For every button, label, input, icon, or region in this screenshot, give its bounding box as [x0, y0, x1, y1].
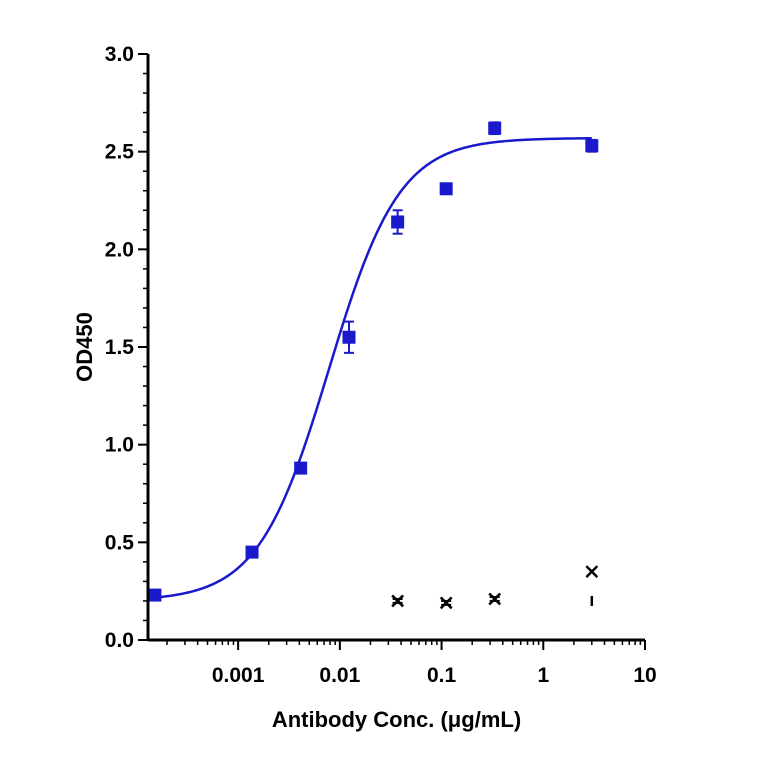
data-point-square	[148, 588, 162, 602]
y-tick-label: 2.0	[105, 238, 134, 261]
y-tick-label: 1.0	[105, 434, 134, 457]
x-marker-stroke	[585, 565, 599, 579]
x-tick-label: 0.001	[212, 664, 265, 687]
y-tick-label: 3.0	[105, 43, 134, 66]
data-point-square	[439, 182, 453, 196]
y-tick-label: 0.0	[105, 629, 134, 652]
y-tick-label: 1.5	[105, 336, 135, 359]
x-marker-stroke	[488, 592, 502, 606]
data-point-square	[294, 461, 308, 475]
data-point-x	[585, 565, 599, 579]
y-axis-title: OD450	[72, 312, 97, 382]
data-point-square	[488, 121, 502, 135]
y-tick-label: 0.5	[105, 531, 135, 554]
data-point-square	[391, 215, 405, 229]
x-marker-stroke	[439, 596, 453, 610]
data-point-x	[439, 596, 453, 610]
x-tick-label: 1	[537, 664, 549, 687]
axes-layer	[146, 54, 645, 642]
data-point-x	[488, 592, 502, 606]
x-axis-title: Antibody Conc. (μg/mL)	[272, 707, 521, 732]
data-point-square	[245, 545, 259, 559]
x-tick-label: 0.01	[319, 664, 360, 687]
data-point-x	[391, 594, 405, 608]
x-marker-stroke	[391, 594, 405, 608]
fit-curve-line	[154, 137, 592, 599]
x-tick-label: 10	[633, 664, 656, 687]
data-point-square	[342, 330, 356, 344]
x-tick-label: 0.1	[427, 664, 457, 687]
y-tick-label: 2.5	[105, 141, 135, 164]
data-point-square	[585, 139, 599, 153]
fit-curve-layer	[154, 137, 592, 599]
data-marks-layer	[148, 121, 599, 610]
ticks-layer: 0.0 0.5 1.0 1.5 2.0 2.5 3.0 0.001 0.01 0.1 1 10	[105, 43, 657, 687]
